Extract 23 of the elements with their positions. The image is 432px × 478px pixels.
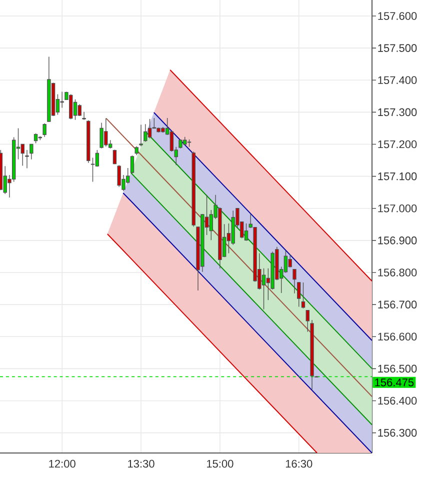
ref-line-label: 156.475 [375,378,414,386]
y-tick-label: 157.100 [378,172,417,180]
y-tick-label: 156.700 [378,300,417,308]
y-tick-label: 157.200 [378,140,417,148]
candlestick [30,144,34,160]
y-tick-label: 156.500 [378,364,417,373]
y-tick-label: 157.500 [378,44,417,52]
y-tick-label: 157.400 [378,76,417,84]
x-tick-label: 16:30 [286,460,312,468]
candlestick [310,320,314,390]
y-tick-label: 156.300 [378,428,417,437]
x-tick-label: 15:00 [207,460,234,468]
x-tick-label: 13:30 [128,460,154,468]
y-tick-label: 156.800 [378,268,417,276]
y-tick-label: 157.000 [378,204,417,212]
y-tick-label: 156.900 [378,236,417,244]
y-tick-label: 156.600 [378,332,417,341]
y-tick-label: 157.600 [378,12,417,20]
candlestick [25,150,29,169]
x-tick-label: 12:00 [49,460,76,468]
y-tick-label: 157.300 [378,108,417,116]
candlestick [20,144,24,166]
y-tick-label: 156.400 [378,396,417,405]
